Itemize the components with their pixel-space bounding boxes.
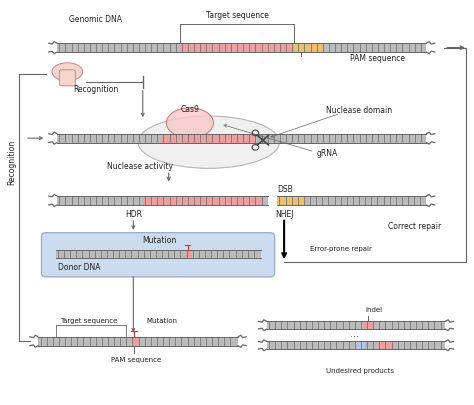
Bar	[38, 337, 238, 346]
Bar	[277, 196, 305, 205]
Bar	[364, 321, 374, 329]
Ellipse shape	[166, 108, 213, 138]
Ellipse shape	[52, 63, 82, 81]
Bar	[293, 43, 324, 52]
Bar	[277, 196, 427, 205]
Text: Mutation: Mutation	[142, 236, 176, 245]
Text: HDR: HDR	[125, 210, 142, 219]
Text: Nuclease activity: Nuclease activity	[108, 162, 173, 171]
Bar	[131, 337, 140, 346]
Bar	[57, 134, 427, 143]
Text: PAM sequence: PAM sequence	[110, 357, 161, 363]
Bar	[267, 341, 445, 349]
Text: Recognition: Recognition	[73, 85, 118, 94]
Text: gRNA: gRNA	[317, 149, 338, 158]
Text: Mutation: Mutation	[146, 318, 177, 324]
Text: Recognition: Recognition	[7, 140, 16, 185]
FancyBboxPatch shape	[41, 232, 275, 277]
Bar	[357, 341, 365, 349]
Text: Indel: Indel	[365, 307, 382, 313]
Text: Donor DNA: Donor DNA	[58, 263, 100, 272]
Text: Genomic DNA: Genomic DNA	[69, 15, 122, 24]
Text: Error-prone repair: Error-prone repair	[310, 246, 372, 252]
Bar	[378, 341, 392, 349]
Text: Cas9: Cas9	[181, 105, 199, 115]
Text: ...: ...	[350, 329, 359, 339]
Bar	[185, 250, 192, 258]
FancyBboxPatch shape	[59, 70, 75, 86]
Bar	[55, 250, 261, 258]
Text: Nuclease domain: Nuclease domain	[327, 106, 392, 115]
Text: Target sequence: Target sequence	[60, 318, 117, 324]
Text: DSB: DSB	[277, 185, 293, 194]
Text: PAM sequence: PAM sequence	[350, 54, 405, 63]
Ellipse shape	[138, 116, 279, 168]
Text: Undesired products: Undesired products	[326, 368, 393, 374]
Bar	[143, 196, 263, 205]
Bar	[162, 134, 256, 143]
Bar	[57, 196, 268, 205]
Bar	[181, 43, 293, 52]
Bar	[267, 321, 445, 329]
Text: Target sequence: Target sequence	[206, 11, 268, 20]
Bar	[57, 43, 427, 52]
Text: Correct repair: Correct repair	[388, 222, 441, 231]
Text: NHEJ: NHEJ	[275, 210, 293, 219]
